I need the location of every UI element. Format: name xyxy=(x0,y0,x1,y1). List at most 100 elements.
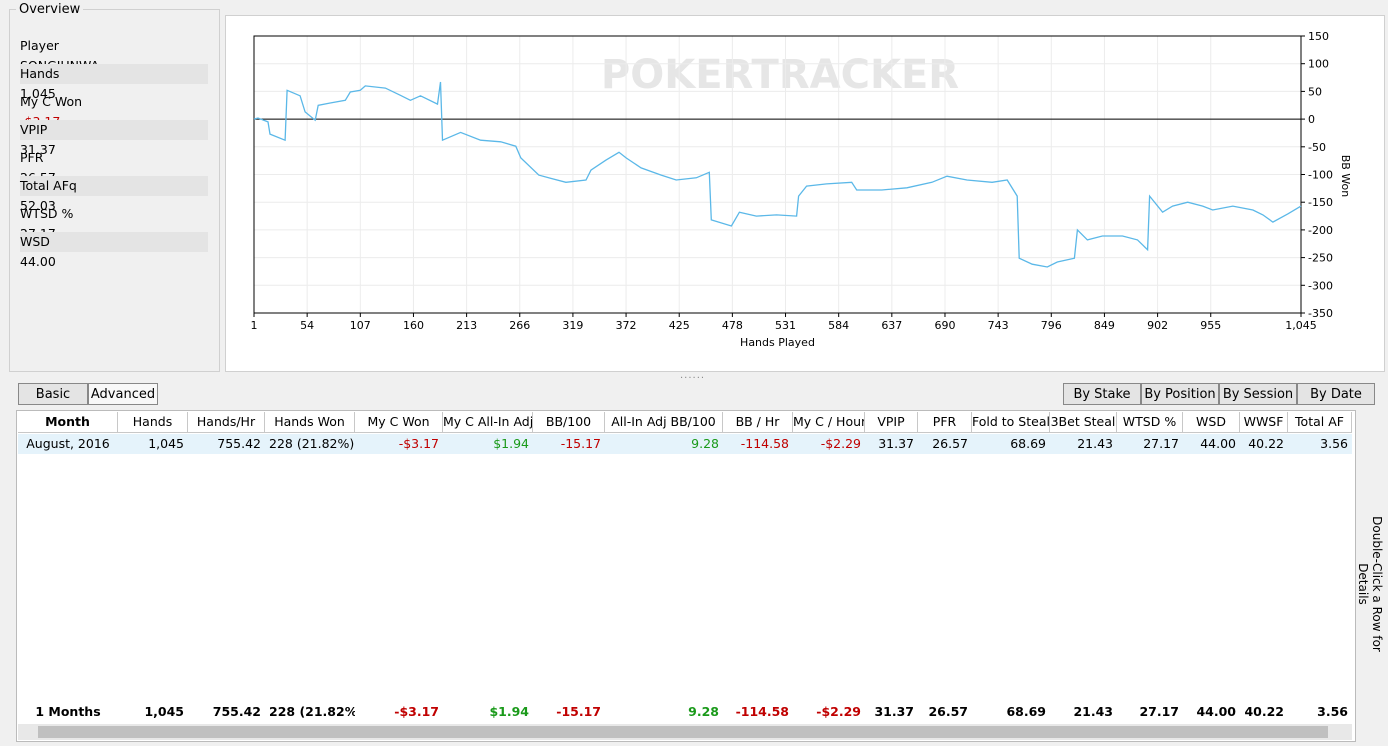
column-header[interactable]: BB / Hr xyxy=(723,412,793,432)
x-tick-label: 478 xyxy=(722,319,743,332)
table-cell: 21.43 xyxy=(1077,436,1113,451)
view-tab[interactable]: Basic xyxy=(18,383,88,405)
stat-value: 52.03 xyxy=(20,198,56,213)
column-header[interactable]: WWSF xyxy=(1240,412,1288,432)
column-header[interactable]: Month xyxy=(18,412,118,432)
x-tick-label: 531 xyxy=(775,319,796,332)
column-header[interactable]: Hands Won xyxy=(265,412,355,432)
x-tick-label: 743 xyxy=(988,319,1009,332)
watermark: POKERTRACKER xyxy=(601,52,959,98)
table-cell: -$3.17 xyxy=(394,704,439,719)
table-cell: 27.17 xyxy=(1143,436,1179,451)
stat-label: WSD xyxy=(20,234,50,249)
overview-row: Hands 1,045 xyxy=(20,64,208,101)
x-tick-label: 584 xyxy=(828,319,849,332)
table-row[interactable] xyxy=(18,434,1352,454)
table-cell: 31.37 xyxy=(878,436,914,451)
column-header[interactable]: My C / Hour xyxy=(793,412,865,432)
table-cell: 755.42 xyxy=(212,704,261,719)
overview-row: VPIP 31.37 xyxy=(20,120,208,157)
view-tab[interactable]: Advanced xyxy=(88,383,158,405)
side-note: Double-Click a Row for Details xyxy=(1356,516,1384,652)
y-tick-label: -250 xyxy=(1308,252,1333,265)
x-tick-label: 955 xyxy=(1200,319,1221,332)
table-cell: -$2.29 xyxy=(816,704,861,719)
overview-row: WSD 44.00 xyxy=(20,232,208,269)
group-tab[interactable]: By Stake xyxy=(1063,383,1141,405)
group-tab[interactable]: By Date xyxy=(1297,383,1375,405)
table-cell: 1,045 xyxy=(144,704,184,719)
overview-row: My C Won-$3.17 xyxy=(20,92,208,129)
x-tick-label: 107 xyxy=(350,319,371,332)
table-cell: 1,045 xyxy=(148,436,184,451)
x-axis-label: Hands Played xyxy=(740,336,815,349)
column-header[interactable]: WSD xyxy=(1183,412,1240,432)
y-tick-label: -350 xyxy=(1308,307,1333,320)
x-tick-label: 796 xyxy=(1041,319,1062,332)
table-cell: 755.42 xyxy=(217,436,261,451)
column-header[interactable]: VPIP xyxy=(865,412,918,432)
stat-label: Total AFq xyxy=(20,178,77,193)
table-cell: 3.56 xyxy=(1317,704,1348,719)
column-header[interactable]: Fold to Steal xyxy=(972,412,1050,432)
stat-label: VPIP xyxy=(20,122,48,137)
column-header[interactable]: All-In Adj BB/100 xyxy=(605,412,723,432)
x-tick-label: 637 xyxy=(881,319,902,332)
stat-value: 31.37 xyxy=(20,142,56,157)
x-tick-label: 1 xyxy=(251,319,258,332)
x-tick-label: 54 xyxy=(300,319,314,332)
overview-group xyxy=(9,9,220,372)
table-cell: 26.57 xyxy=(928,704,968,719)
x-tick-label: 160 xyxy=(403,319,424,332)
table-cell: -$3.17 xyxy=(398,436,439,451)
stat-label: PFR xyxy=(20,150,44,165)
stat-label: My C Won xyxy=(20,94,83,109)
table-cell: 9.28 xyxy=(691,436,719,451)
table-cell: $1.94 xyxy=(493,436,529,451)
y-tick-label: -200 xyxy=(1308,224,1333,237)
stat-value: 44.00 xyxy=(20,254,56,269)
x-tick-label: 266 xyxy=(509,319,530,332)
column-header[interactable]: My C All-In Adj xyxy=(443,412,533,432)
table-cell: -114.58 xyxy=(740,436,789,451)
y-tick-label: -300 xyxy=(1308,279,1333,292)
table-cell: -15.17 xyxy=(556,704,601,719)
column-header[interactable]: Hands xyxy=(118,412,188,432)
overview-row: PlayerSONGJUNWA xyxy=(20,36,208,73)
column-header[interactable]: 3Bet Steal xyxy=(1050,412,1117,432)
y-tick-label: 150 xyxy=(1308,30,1329,43)
column-header[interactable]: Hands/Hr xyxy=(188,412,265,432)
table-cell: 228 (21.82%) xyxy=(269,436,355,451)
column-header[interactable]: My C Won xyxy=(355,412,443,432)
splitter[interactable]: ...... xyxy=(680,370,706,381)
x-tick-label: 902 xyxy=(1147,319,1168,332)
stat-label: WTSD % xyxy=(20,206,74,221)
table-cell: August, 2016 xyxy=(26,436,110,451)
scrollbar[interactable] xyxy=(18,724,1352,740)
group-tab[interactable]: By Session xyxy=(1219,383,1297,405)
y-tick-label: 100 xyxy=(1308,58,1329,71)
column-header[interactable]: Total AF xyxy=(1288,412,1352,432)
header-underline xyxy=(18,432,1352,433)
x-tick-label: 690 xyxy=(934,319,955,332)
table-cell: 228 (21.82%) xyxy=(269,704,355,719)
column-header[interactable]: WTSD % xyxy=(1117,412,1183,432)
scroll-thumb[interactable] xyxy=(38,726,1328,738)
data-line xyxy=(253,81,1302,268)
x-tick-label: 372 xyxy=(616,319,637,332)
x-tick-label: 213 xyxy=(456,319,477,332)
column-header[interactable]: PFR xyxy=(918,412,972,432)
overview-row: WTSD %27.17 xyxy=(20,204,208,241)
stat-label: Player xyxy=(20,38,59,53)
table-cell: 31.37 xyxy=(874,704,914,719)
group-tab[interactable]: By Position xyxy=(1141,383,1219,405)
column-header[interactable]: BB/100 xyxy=(533,412,605,432)
x-tick-label: 425 xyxy=(669,319,690,332)
table-cell: 3.56 xyxy=(1320,436,1348,451)
table-panel xyxy=(16,410,1356,742)
table-cell: 9.28 xyxy=(688,704,719,719)
table-cell: 21.43 xyxy=(1073,704,1113,719)
table-cell: 40.22 xyxy=(1244,704,1284,719)
table-cell: 44.00 xyxy=(1196,704,1236,719)
y-axis-label: BB Won xyxy=(1339,155,1352,198)
